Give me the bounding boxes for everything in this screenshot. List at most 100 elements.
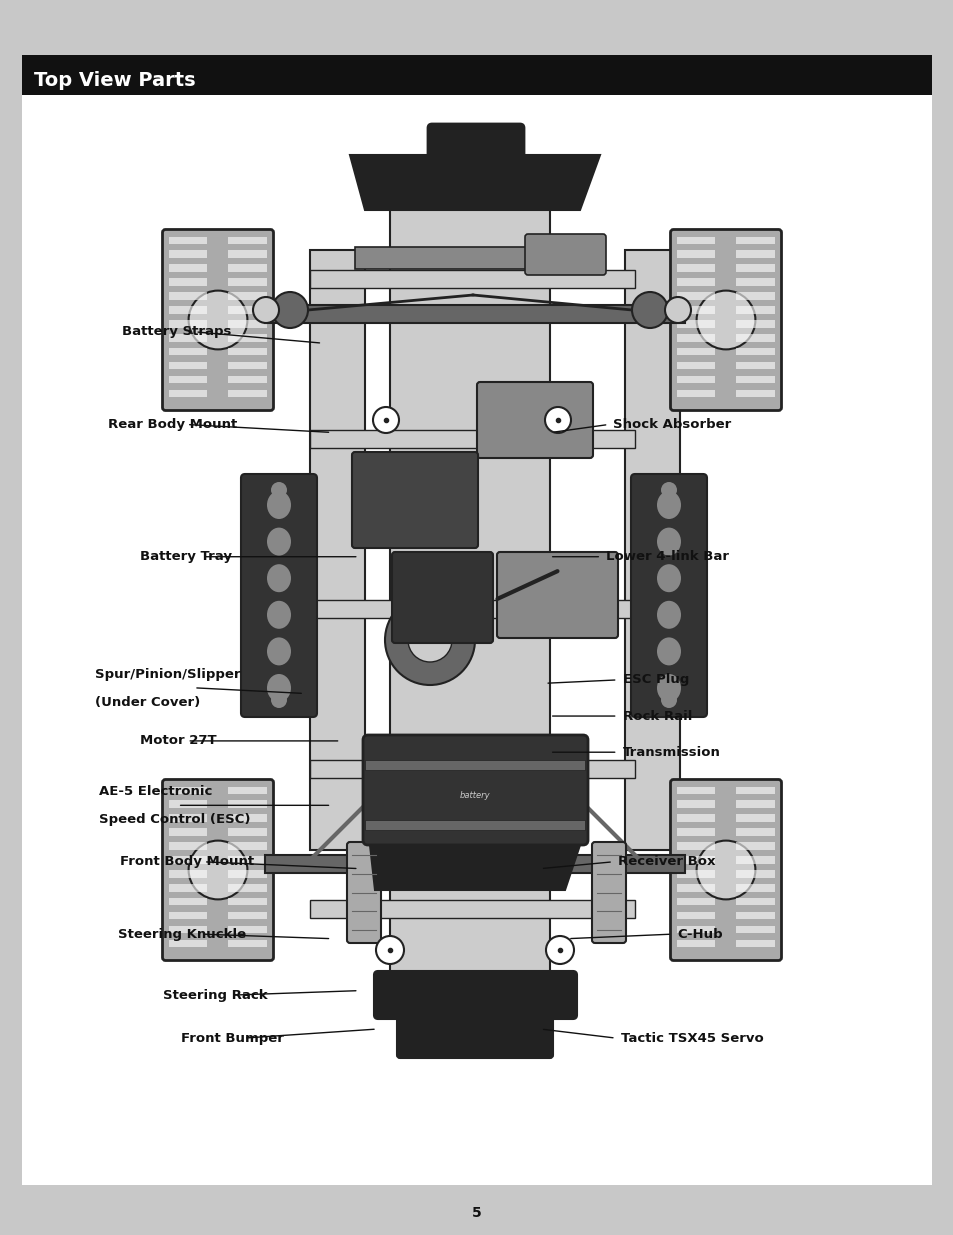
Bar <box>310 760 635 778</box>
Bar <box>736 869 775 878</box>
Circle shape <box>631 291 667 329</box>
Bar <box>169 375 208 383</box>
Bar <box>169 306 208 314</box>
Bar <box>265 855 684 873</box>
Bar <box>310 249 365 850</box>
Bar <box>169 898 208 905</box>
Bar <box>676 856 715 863</box>
Circle shape <box>660 692 677 708</box>
Bar <box>229 787 267 794</box>
Circle shape <box>189 290 247 350</box>
Circle shape <box>696 290 755 350</box>
Bar <box>736 842 775 850</box>
Bar <box>169 389 208 398</box>
Bar <box>169 926 208 934</box>
Bar <box>229 375 267 383</box>
Bar <box>736 251 775 258</box>
Bar <box>229 800 267 808</box>
Text: Receiver Box: Receiver Box <box>618 856 715 868</box>
Circle shape <box>189 841 247 899</box>
Ellipse shape <box>657 527 680 556</box>
Bar <box>169 320 208 327</box>
Bar <box>169 814 208 823</box>
Bar <box>310 600 635 618</box>
Bar <box>229 236 267 245</box>
Bar <box>676 306 715 314</box>
Bar <box>169 278 208 287</box>
Circle shape <box>253 296 278 324</box>
Bar <box>169 842 208 850</box>
Bar <box>169 800 208 808</box>
FancyBboxPatch shape <box>476 382 593 458</box>
Bar <box>736 787 775 794</box>
Bar <box>736 348 775 356</box>
Circle shape <box>545 936 574 965</box>
Bar <box>736 800 775 808</box>
Bar <box>169 911 208 919</box>
Circle shape <box>271 692 287 708</box>
Bar <box>229 333 267 342</box>
Bar <box>229 829 267 836</box>
Bar <box>229 306 267 314</box>
Bar <box>229 362 267 369</box>
FancyBboxPatch shape <box>396 1016 553 1058</box>
Ellipse shape <box>657 564 680 593</box>
FancyBboxPatch shape <box>670 779 781 961</box>
Bar <box>229 856 267 863</box>
Ellipse shape <box>267 600 291 629</box>
Bar <box>229 940 267 947</box>
Bar <box>736 333 775 342</box>
Bar <box>229 884 267 892</box>
Bar <box>229 869 267 878</box>
Bar <box>229 389 267 398</box>
FancyBboxPatch shape <box>363 735 587 845</box>
Text: Rear Body Mount: Rear Body Mount <box>109 417 237 431</box>
Text: Front Bumper: Front Bumper <box>181 1031 284 1045</box>
Text: Motor 27T: Motor 27T <box>140 735 216 747</box>
Bar <box>365 760 584 769</box>
Bar <box>676 333 715 342</box>
Bar <box>676 814 715 823</box>
Bar <box>310 270 635 288</box>
Bar <box>676 251 715 258</box>
Bar <box>676 842 715 850</box>
Bar <box>736 375 775 383</box>
Text: 5: 5 <box>472 1207 481 1220</box>
Bar <box>676 926 715 934</box>
Circle shape <box>385 595 475 685</box>
FancyBboxPatch shape <box>162 230 274 410</box>
FancyBboxPatch shape <box>670 230 781 410</box>
Bar <box>676 293 715 300</box>
Text: Spur/Pinion/Slipper: Spur/Pinion/Slipper <box>94 668 240 680</box>
Bar <box>676 800 715 808</box>
Ellipse shape <box>267 564 291 593</box>
FancyBboxPatch shape <box>241 474 316 718</box>
Bar <box>229 293 267 300</box>
Bar <box>736 306 775 314</box>
FancyBboxPatch shape <box>352 452 477 548</box>
Text: C-Hub: C-Hub <box>677 927 722 941</box>
Bar <box>736 293 775 300</box>
Ellipse shape <box>267 674 291 701</box>
Bar <box>676 787 715 794</box>
Bar <box>355 247 593 269</box>
Bar <box>676 389 715 398</box>
Circle shape <box>408 618 452 662</box>
Bar <box>229 320 267 327</box>
Text: ESC Plug: ESC Plug <box>622 673 688 687</box>
Bar <box>169 251 208 258</box>
Bar <box>169 869 208 878</box>
Ellipse shape <box>657 637 680 666</box>
Circle shape <box>272 291 308 329</box>
Bar <box>169 940 208 947</box>
Text: Rock Rail: Rock Rail <box>622 710 691 722</box>
Bar <box>736 389 775 398</box>
Bar <box>736 911 775 919</box>
Bar <box>736 926 775 934</box>
Circle shape <box>271 482 287 498</box>
Circle shape <box>544 408 571 433</box>
Text: Steering Rack: Steering Rack <box>163 989 268 1002</box>
Bar <box>169 264 208 272</box>
Bar <box>736 362 775 369</box>
Text: Shock Absorber: Shock Absorber <box>613 417 731 431</box>
